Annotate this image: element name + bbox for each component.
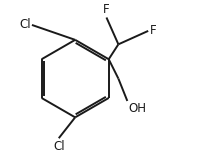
Text: Cl: Cl — [53, 140, 64, 153]
Text: F: F — [149, 24, 156, 37]
Text: Cl: Cl — [19, 18, 31, 32]
Text: OH: OH — [128, 102, 146, 115]
Text: F: F — [103, 3, 109, 16]
